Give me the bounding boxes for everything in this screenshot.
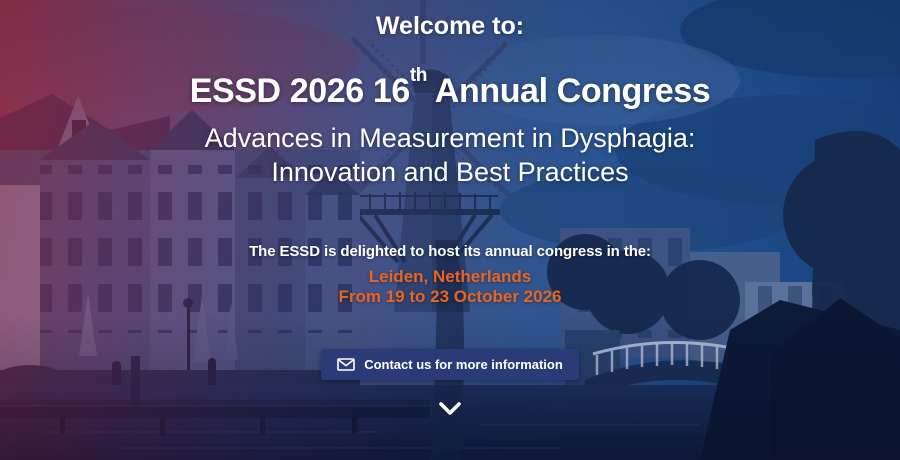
chevron-down-icon[interactable] (435, 399, 465, 422)
congress-dates: From 19 to 23 October 2026 (338, 287, 562, 306)
congress-location: Leiden, Netherlands (368, 267, 532, 286)
contact-button-row: Contact us for more information (0, 349, 900, 380)
contact-button-label: Contact us for more information (364, 357, 563, 372)
congress-subtitle: Advances in Measurement in Dysphagia: In… (0, 121, 900, 189)
title-prefix: ESSD 2026 16 (189, 72, 411, 110)
subtitle-line1: Advances in Measurement in Dysphagia: (204, 123, 696, 153)
scroll-down-row (0, 399, 900, 422)
title-superscript: th (409, 65, 428, 87)
page-title: ESSD 2026 16th Annual Congress (0, 65, 900, 111)
host-announcement: The ESSD is delighted to host its annual… (249, 243, 651, 260)
title-suffix: Annual Congress (427, 72, 711, 110)
contact-button[interactable]: Contact us for more information (321, 349, 579, 380)
welcome-label: Welcome to: (375, 12, 525, 40)
subtitle-line2: Innovation and Best Practices (271, 157, 629, 187)
envelope-icon (337, 358, 355, 371)
